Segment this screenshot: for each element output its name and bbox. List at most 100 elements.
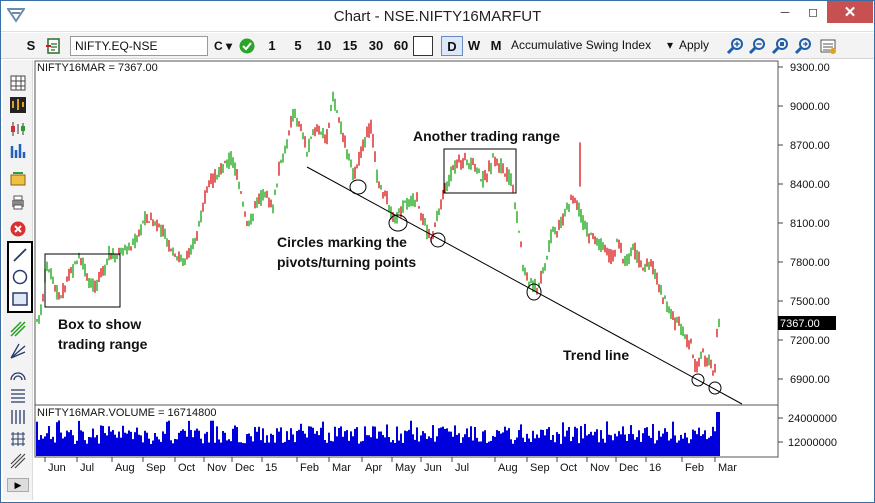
save-chart-icon[interactable] bbox=[9, 170, 27, 188]
zoom-out-icon[interactable] bbox=[748, 37, 766, 55]
symbol-mode-button[interactable]: S bbox=[26, 38, 36, 53]
volume-tick-label: 24000000 bbox=[788, 413, 837, 425]
checkmark-icon[interactable] bbox=[239, 38, 255, 54]
time-tick-label: Nov bbox=[207, 462, 227, 474]
price-tick-label: 8700.00 bbox=[790, 140, 830, 152]
indicator-select-value: Accumulative Swing Index bbox=[511, 38, 652, 52]
chevron-down-icon: ▾ bbox=[666, 38, 673, 52]
time-axis: Jun Jul Aug Sep Oct Nov Dec 15 Feb Mar Apr May Jun Ju… bbox=[44, 457, 737, 474]
maximize-icon[interactable]: ◻ bbox=[808, 5, 818, 19]
time-tick-label: Oct bbox=[560, 462, 577, 474]
price-tick-label: 7500.00 bbox=[790, 296, 830, 308]
interval-15-button[interactable]: 15 bbox=[342, 38, 358, 53]
chart-toolbar: S C ▾ 1 5 10 15 30 60 D W M Accumulative… bbox=[1, 33, 874, 59]
pivot-circle[interactable] bbox=[708, 381, 722, 395]
pivot-circle[interactable] bbox=[526, 283, 542, 301]
pitchfork-icon[interactable] bbox=[9, 452, 27, 470]
interval-5-button[interactable]: 5 bbox=[294, 38, 302, 53]
price-panel-label: NIFTY16MAR = 7367.00 bbox=[37, 62, 158, 74]
symbol-input[interactable] bbox=[70, 36, 208, 56]
time-tick-label: Feb bbox=[685, 462, 704, 474]
pivot-circle[interactable] bbox=[430, 232, 446, 248]
time-tick-label: Feb bbox=[300, 462, 319, 474]
period-daily-button[interactable]: D bbox=[441, 36, 463, 56]
price-panel bbox=[34, 60, 779, 406]
pivot-circle[interactable] bbox=[691, 373, 705, 387]
trend-line[interactable] bbox=[306, 166, 743, 405]
interval-1-button[interactable]: 1 bbox=[268, 38, 276, 53]
document-icon[interactable] bbox=[45, 37, 63, 55]
close-icon[interactable]: ✕ bbox=[827, 1, 873, 23]
zoom-in-icon[interactable] bbox=[726, 37, 744, 55]
arc-tool-icon[interactable] bbox=[9, 364, 27, 382]
fibonacci-icon[interactable] bbox=[9, 320, 27, 338]
delete-icon[interactable] bbox=[9, 220, 27, 238]
rectangle-tool-icon[interactable] bbox=[11, 290, 29, 308]
time-tick-label: Oct bbox=[178, 462, 195, 474]
zoom-reset-icon[interactable] bbox=[794, 37, 812, 55]
window-title: Chart - NSE.NIFTY16MARFUT bbox=[333, 8, 542, 25]
custom-interval-input[interactable] bbox=[413, 36, 433, 56]
trading-range-box-2[interactable] bbox=[443, 148, 517, 194]
circle-tool-icon[interactable] bbox=[11, 268, 29, 286]
interval-30-button[interactable]: 30 bbox=[368, 38, 384, 53]
volume-bars bbox=[36, 412, 720, 456]
price-axis: 9300.00 9000.00 8700.00 8400.00 8100.00 7800.… bbox=[778, 62, 830, 386]
time-tick-label: Apr bbox=[365, 462, 382, 474]
time-tick-label: Jun bbox=[424, 462, 442, 474]
time-tick-label: Sep bbox=[146, 462, 166, 474]
price-tick-label: 7200.00 bbox=[790, 335, 830, 347]
time-tick-label: Jul bbox=[455, 462, 469, 474]
interval-10-button[interactable]: 10 bbox=[316, 38, 332, 53]
volume-tick-label: 12000000 bbox=[788, 437, 837, 449]
print-icon[interactable] bbox=[9, 193, 27, 211]
annotation-circles-label: pivots/turning points bbox=[277, 254, 416, 270]
gann-grid-icon[interactable] bbox=[9, 430, 27, 448]
line-tool-icon[interactable] bbox=[11, 246, 29, 264]
candle-icon[interactable] bbox=[9, 120, 27, 138]
price-chart-svg[interactable]: NIFTY16MAR = 7367.00 NIFTY16MAR.VOLUME =… bbox=[34, 60, 874, 502]
period-monthly-button[interactable]: M bbox=[490, 38, 502, 53]
time-tick-label: 16 bbox=[649, 462, 661, 474]
pivot-circle[interactable] bbox=[349, 179, 367, 195]
apply-button[interactable]: Apply bbox=[679, 38, 710, 52]
bar-chart-icon[interactable] bbox=[9, 96, 27, 114]
time-tick-label: Jul bbox=[80, 462, 94, 474]
price-tick-label: 7800.00 bbox=[790, 257, 830, 269]
time-tick-label: 15 bbox=[265, 462, 277, 474]
grid-icon[interactable] bbox=[9, 74, 27, 92]
period-weekly-button[interactable]: W bbox=[467, 38, 481, 53]
indicator-icon[interactable] bbox=[9, 142, 27, 160]
scroll-right-button[interactable]: ▶ bbox=[7, 478, 29, 492]
horizontal-lines-icon[interactable] bbox=[9, 386, 27, 404]
pivot-circle[interactable] bbox=[388, 214, 408, 232]
time-tick-label: Dec bbox=[235, 462, 255, 474]
chart-type-dropdown[interactable]: C ▾ bbox=[213, 39, 233, 53]
price-tick-label: 8400.00 bbox=[790, 179, 830, 191]
time-tick-label: Aug bbox=[498, 462, 518, 474]
price-tick-label: 9300.00 bbox=[790, 62, 830, 74]
minimize-icon[interactable]: ─ bbox=[780, 5, 790, 19]
app-icon bbox=[7, 8, 25, 23]
title-bar: Chart - NSE.NIFTY16MARFUT ─ ◻ ✕ bbox=[1, 1, 874, 32]
trading-range-box-1[interactable] bbox=[44, 253, 121, 308]
fan-tool-icon[interactable] bbox=[9, 342, 27, 360]
volume-axis: 24000000 12000000 bbox=[778, 413, 837, 449]
last-price-tag bbox=[778, 316, 836, 330]
indicator-select[interactable]: Accumulative Swing Index ▾ bbox=[511, 38, 673, 52]
time-tick-label: Mar bbox=[332, 462, 351, 474]
last-price-value: 7367.00 bbox=[780, 318, 820, 330]
price-tick-label: 8100.00 bbox=[790, 218, 830, 230]
annotation-box-label: Box to show bbox=[58, 316, 141, 332]
chart-area[interactable]: NIFTY16MAR = 7367.00 NIFTY16MAR.VOLUME =… bbox=[34, 60, 874, 502]
volume-panel-label: NIFTY16MAR.VOLUME = 16714800 bbox=[37, 407, 216, 419]
annotation-circles-label: Circles marking the bbox=[277, 234, 407, 250]
drawing-shape-tools bbox=[7, 241, 33, 313]
zoom-fit-icon[interactable] bbox=[771, 37, 789, 55]
vertical-lines-icon[interactable] bbox=[9, 408, 27, 426]
annotation-another-range: Another trading range bbox=[413, 128, 560, 144]
settings-icon[interactable] bbox=[819, 37, 837, 55]
interval-60-button[interactable]: 60 bbox=[393, 38, 409, 53]
time-tick-label: Sep bbox=[530, 462, 550, 474]
